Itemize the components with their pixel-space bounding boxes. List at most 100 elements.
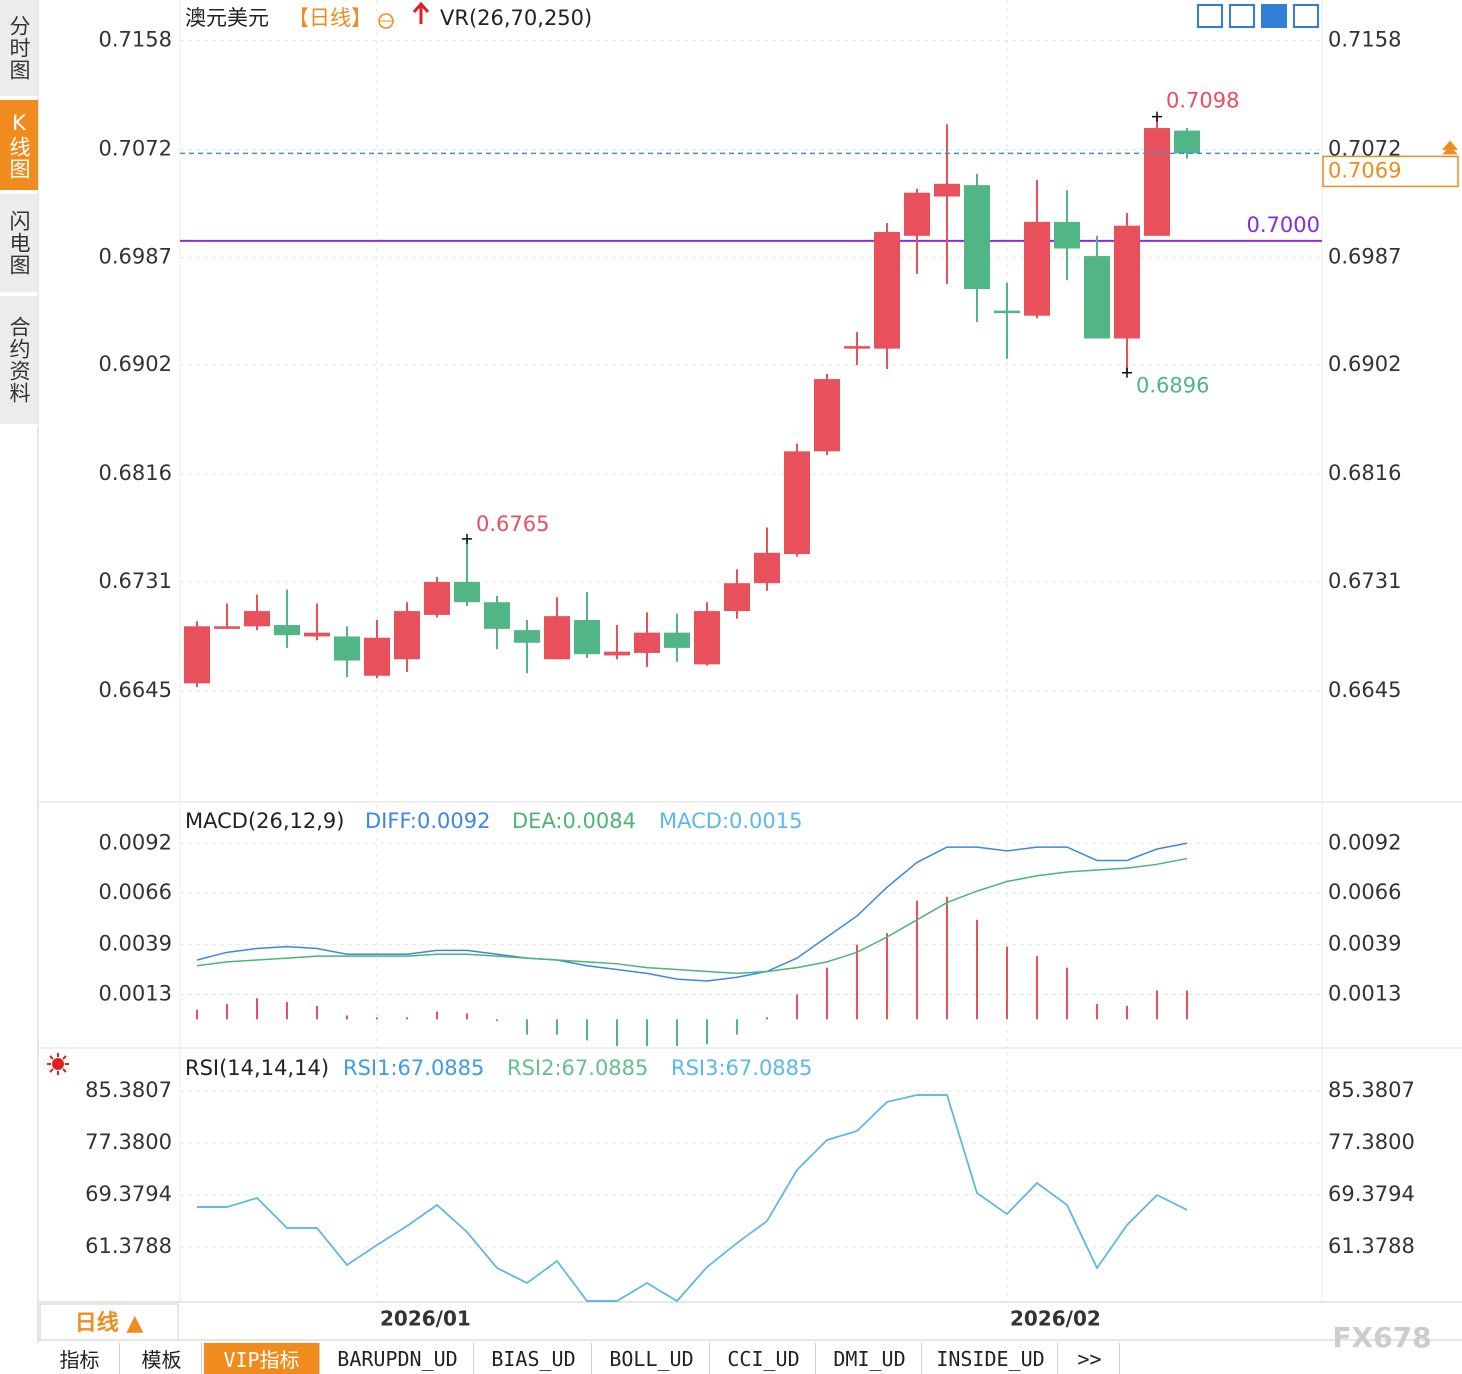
candle-body <box>964 185 990 290</box>
candle-body <box>214 626 240 629</box>
panel-title: RSI(14,14,14) <box>185 1056 329 1080</box>
y-tick-label-right: 61.3788 <box>1328 1234 1415 1258</box>
bottom-tab[interactable]: 模板 <box>122 1343 202 1374</box>
side-tab[interactable]: 合约资料 <box>0 296 38 426</box>
horizontal-line-label: 0.7000 <box>1247 213 1320 237</box>
candle-body <box>484 602 510 629</box>
candle-body <box>514 630 540 643</box>
bottom-tab[interactable]: BOLL_UD <box>594 1343 710 1374</box>
candle-body <box>1144 128 1170 236</box>
y-tick-label-right: 0.6902 <box>1328 352 1401 376</box>
bottom-tab[interactable]: INSIDE_UD <box>924 1343 1058 1374</box>
y-tick-label: 0.0039 <box>99 932 172 956</box>
candle-body <box>664 632 690 648</box>
candle-body <box>364 637 390 676</box>
sun-icon <box>52 1058 64 1070</box>
tool-icon[interactable] <box>1293 4 1319 28</box>
legend-entry: RSI2:67.0885 <box>507 1056 648 1080</box>
y-tick-label: 85.3807 <box>85 1078 172 1102</box>
candle-body <box>424 581 450 615</box>
y-tick-label-right: 69.3794 <box>1328 1182 1415 1206</box>
candle-body <box>454 581 480 603</box>
legend-entry: DIFF:0.0092 <box>365 809 490 833</box>
y-tick-label: 69.3794 <box>85 1182 172 1206</box>
period-button[interactable] <box>39 1303 179 1341</box>
legend-entry: RSI1:67.0885 <box>343 1056 484 1080</box>
legend-entry: MACD:0.0015 <box>659 809 803 833</box>
series-line <box>196 842 1188 982</box>
extreme-label: 0.6765 <box>476 512 549 536</box>
y-tick-label-right: 0.7158 <box>1328 28 1401 52</box>
candle-body <box>604 651 630 656</box>
sun-icon <box>47 1053 69 1075</box>
bottom-tab[interactable]: 指标 <box>40 1343 120 1374</box>
y-tick-label: 77.3800 <box>85 1130 172 1154</box>
candle-body <box>334 636 360 661</box>
candle-body <box>874 232 900 349</box>
tool-icon[interactable] <box>1261 4 1287 28</box>
bottom-tab[interactable]: BIAS_UD <box>476 1343 592 1374</box>
bottom-tab[interactable]: BARUPDN_UD <box>322 1343 474 1374</box>
candle-body <box>934 183 960 197</box>
bottom-tab[interactable]: CCI_UD <box>712 1343 816 1374</box>
y-tick-label: 0.0066 <box>99 880 172 904</box>
candle-body <box>304 632 330 637</box>
price-arrow <box>1441 140 1459 155</box>
price-box <box>1322 155 1459 188</box>
y-tick-label-right: 0.0039 <box>1328 932 1401 956</box>
toolbar-icons <box>1197 4 1319 28</box>
extreme-label: 0.7098 <box>1166 89 1239 113</box>
bottom-tab[interactable]: >> <box>1060 1343 1120 1374</box>
series-line <box>196 857 1188 975</box>
candle-body <box>1114 225 1140 339</box>
candle-body <box>1024 221 1050 316</box>
x-tick-label: 2026/01 <box>380 1307 471 1331</box>
y-tick-label: 0.6987 <box>99 244 172 268</box>
price-box-label: 0.7069 <box>1328 158 1401 182</box>
tool-icon[interactable] <box>1229 4 1255 28</box>
y-tick-label: 0.7158 <box>99 28 172 52</box>
bottom-tab[interactable]: VIP指标 <box>204 1343 320 1374</box>
chart-title: 澳元美元 <box>185 6 269 30</box>
y-tick-label: 0.0092 <box>99 830 172 854</box>
y-tick-label-right: 0.6645 <box>1328 678 1401 702</box>
candle-body <box>724 583 750 612</box>
panel-title: MACD(26,12,9) <box>185 809 345 833</box>
candle-body <box>634 632 660 653</box>
sun-icon <box>47 1053 69 1075</box>
y-tick-label-right: 0.6816 <box>1328 461 1401 485</box>
y-tick-label: 0.6816 <box>99 461 172 485</box>
bottom-tab[interactable]: DMI_UD <box>818 1343 922 1374</box>
y-tick-label-right: 0.6987 <box>1328 244 1401 268</box>
y-tick-label: 0.0013 <box>99 981 172 1005</box>
background <box>38 0 1462 1343</box>
extreme-marker <box>1152 111 1162 122</box>
y-tick-label: 0.6902 <box>99 352 172 376</box>
y-tick-label-right: 85.3807 <box>1328 1078 1415 1102</box>
period-label[interactable]: 【日线】 <box>288 6 372 30</box>
extreme-marker <box>462 533 472 544</box>
panel: 61.3788 61.3788 69.3794 69.3794 77.3800 77.38… <box>85 1052 1415 1302</box>
legend-entry: DEA:0.0084 <box>512 809 636 833</box>
candle-body <box>544 616 570 660</box>
tool-icon[interactable] <box>1197 4 1223 28</box>
y-tick-label-right: 0.0013 <box>1328 981 1401 1005</box>
extreme-label: 0.6896 <box>1136 374 1209 398</box>
candle-body <box>1174 130 1200 154</box>
extreme-marker <box>1122 367 1132 378</box>
indicator-label: VR(26,70,250) <box>440 6 592 30</box>
candle-body <box>694 611 720 665</box>
candle-body <box>244 611 270 627</box>
side-tab[interactable]: 闪电图 <box>0 194 38 294</box>
y-tick-label: 0.6645 <box>99 678 172 702</box>
side-tab[interactable]: K线图 <box>0 100 38 192</box>
candle-body <box>1054 221 1080 249</box>
y-tick-label-right: 0.0066 <box>1328 880 1401 904</box>
side-tab[interactable]: 分时图 <box>0 0 38 98</box>
period-button-label[interactable]: 日线 ▲ <box>75 1310 144 1336</box>
candle-body <box>754 552 780 584</box>
candle-body <box>394 611 420 660</box>
series-line <box>197 1094 1188 1302</box>
